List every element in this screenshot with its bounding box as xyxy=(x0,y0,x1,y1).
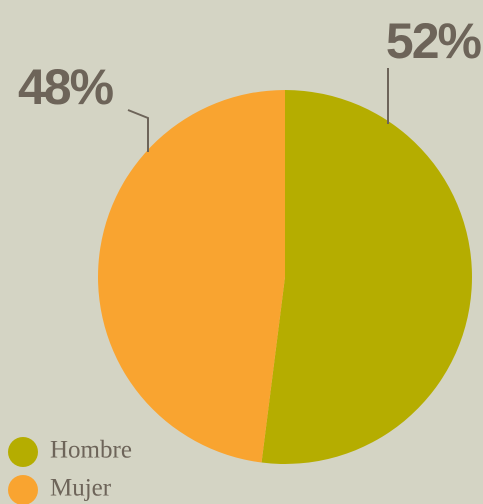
pie-slice xyxy=(97,90,285,463)
legend-label: Hombre xyxy=(50,437,132,464)
legend-swatch xyxy=(8,437,38,467)
value-label: 52% xyxy=(386,13,482,69)
legend-label: Mujer xyxy=(50,475,112,502)
value-label: 48% xyxy=(18,59,114,115)
leader-line xyxy=(127,109,149,152)
pie-slice xyxy=(261,90,472,464)
legend-swatch xyxy=(8,475,38,504)
